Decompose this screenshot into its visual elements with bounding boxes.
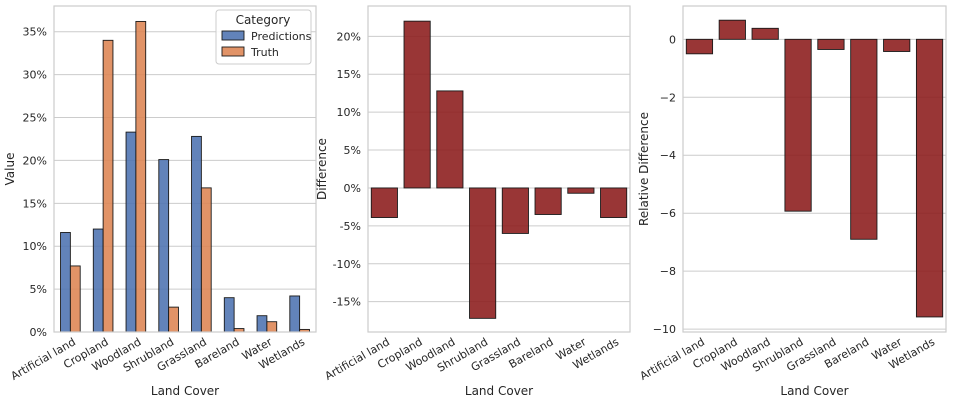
bar-artificial-land-predictions [60, 232, 71, 333]
y-tick-label: 10% [23, 240, 47, 253]
bar-woodland [436, 90, 464, 189]
y-tick-label: −6 [660, 207, 676, 220]
y-tick-label: 5% [344, 144, 361, 157]
bar-bareland [850, 38, 878, 240]
bar-water-truth [266, 321, 278, 333]
bar-bareland-predictions [223, 297, 235, 333]
bar-water [567, 187, 595, 194]
chart-panel-1: 0%5%10%15%20%25%30%35%Artificial landCro… [3, 5, 317, 398]
bar-artificial-land-truth [69, 265, 81, 333]
y-tick-label: 0 [669, 33, 676, 46]
bar-wetlands-predictions [289, 295, 301, 333]
y-tick-label: 10% [337, 106, 361, 119]
y-axis-label: Value [3, 153, 17, 186]
bar-bareland [534, 187, 562, 215]
bar-grassland-truth [200, 187, 212, 333]
y-tick-label: −10 [653, 323, 676, 336]
chart-panel-2: -15%-10%-5%0%5%10%15%20%Artificial landC… [315, 5, 631, 398]
y-tick-label: 20% [23, 154, 47, 167]
y-tick-label: -5% [340, 220, 361, 233]
y-tick-label: 0% [30, 326, 47, 339]
plot-frame [53, 5, 317, 333]
bar-woodland [751, 27, 779, 40]
bar-grassland [501, 187, 529, 234]
y-tick-label: 5% [30, 283, 47, 296]
bar-cropland-truth [102, 39, 114, 333]
legend-label-predictions: Predictions [251, 30, 312, 43]
plot-frame [682, 5, 947, 333]
y-axis-label: Difference [315, 138, 329, 200]
y-tick-label: -15% [333, 296, 361, 309]
x-axis-label: Land Cover [465, 384, 533, 398]
y-tick-label: 25% [23, 112, 47, 125]
bar-shrubland-truth [168, 306, 179, 333]
plot-frame [367, 5, 631, 333]
x-axis-label: Land Cover [151, 384, 219, 398]
y-tick-label: −2 [660, 91, 676, 104]
bar-woodland-predictions [125, 131, 137, 333]
legend-swatch-predictions [221, 30, 245, 41]
bar-grassland-predictions [191, 135, 202, 333]
bar-water [883, 38, 911, 52]
y-tick-label: 30% [23, 69, 47, 82]
legend: Category Predictions Truth [215, 9, 312, 65]
bar-cropland-predictions [92, 228, 104, 333]
y-tick-label: 0% [344, 182, 361, 195]
y-tick-label: 35% [23, 26, 47, 39]
bar-woodland-truth [135, 20, 147, 333]
bar-shrubland [784, 38, 812, 212]
x-axis-label: Land Cover [780, 384, 848, 398]
legend-swatch-truth [221, 46, 245, 57]
legend-label-truth: Truth [250, 46, 279, 59]
y-tick-label: 15% [23, 197, 47, 210]
y-tick-label: −8 [660, 265, 676, 278]
bar-shrubland [469, 187, 497, 319]
y-tick-label: -10% [333, 258, 361, 271]
y-tick-label: 15% [337, 68, 361, 81]
bar-grassland [817, 38, 845, 50]
bar-water-predictions [256, 315, 268, 333]
bar-cropland [718, 19, 746, 40]
bar-wetlands [915, 38, 944, 318]
bar-wetlands [600, 187, 628, 218]
y-axis-label: Relative Difference [637, 112, 651, 226]
bar-cropland [403, 20, 431, 189]
y-tick-label: −4 [660, 149, 676, 162]
legend-title: Category [236, 13, 291, 27]
y-tick-label: 20% [337, 30, 361, 43]
bar-shrubland-predictions [158, 159, 170, 333]
bar-artificial-land [685, 38, 714, 55]
bar-artificial-land [370, 187, 398, 218]
